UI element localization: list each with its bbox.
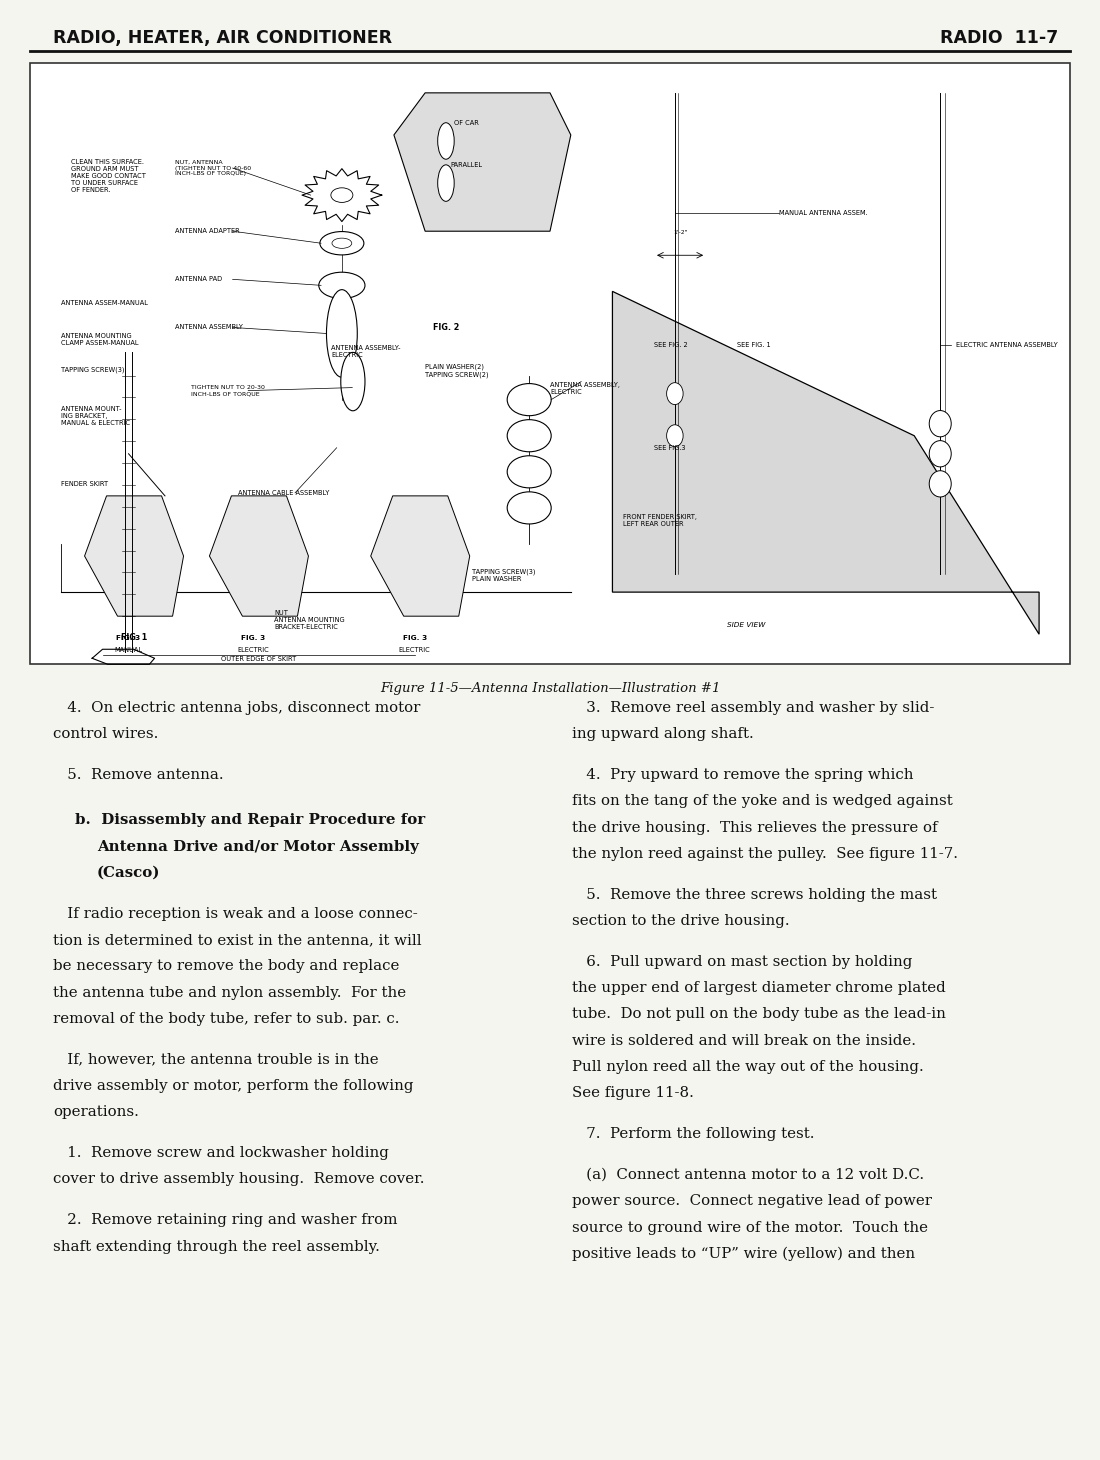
Text: FIG. 2: FIG. 2 [432, 324, 459, 333]
Text: 5.  Remove antenna.: 5. Remove antenna. [53, 768, 223, 783]
Text: (a)  Connect antenna motor to a 12 volt D.C.: (a) Connect antenna motor to a 12 volt D… [572, 1168, 924, 1183]
Text: ANTENNA MOUNTING
CLAMP ASSEM-MANUAL: ANTENNA MOUNTING CLAMP ASSEM-MANUAL [60, 333, 139, 346]
Text: FRONT FENDER SKIRT,
LEFT REAR OUTER: FRONT FENDER SKIRT, LEFT REAR OUTER [623, 514, 696, 527]
Text: ELECTRIC ANTENNA ASSEMBLY: ELECTRIC ANTENNA ASSEMBLY [956, 343, 1057, 349]
Text: RADIO, HEATER, AIR CONDITIONER: RADIO, HEATER, AIR CONDITIONER [53, 29, 392, 47]
Text: FIG. 1: FIG. 1 [121, 634, 147, 642]
Ellipse shape [438, 165, 454, 201]
Text: FIG. 3: FIG. 3 [241, 635, 265, 641]
Ellipse shape [341, 352, 365, 410]
Text: OF CAR: OF CAR [454, 120, 480, 126]
Text: MANUAL ANTENNA ASSEM.: MANUAL ANTENNA ASSEM. [779, 210, 868, 216]
Polygon shape [209, 496, 308, 616]
Text: See figure 11-8.: See figure 11-8. [572, 1086, 694, 1101]
Ellipse shape [930, 410, 952, 437]
Ellipse shape [507, 492, 551, 524]
Text: If radio reception is weak and a loose connec-: If radio reception is weak and a loose c… [53, 907, 418, 921]
Text: 2.  Remove retaining ring and washer from: 2. Remove retaining ring and washer from [53, 1213, 397, 1228]
Text: RADIO  11-7: RADIO 11-7 [939, 29, 1058, 47]
Text: ANTENNA ASSEMBLY: ANTENNA ASSEMBLY [175, 324, 243, 330]
Text: the antenna tube and nylon assembly.  For the: the antenna tube and nylon assembly. For… [53, 986, 406, 1000]
Text: power source.  Connect negative lead of power: power source. Connect negative lead of p… [572, 1194, 932, 1209]
Ellipse shape [319, 272, 365, 298]
Polygon shape [394, 93, 571, 231]
Text: ing upward along shaft.: ing upward along shaft. [572, 727, 754, 742]
Text: 1'-2": 1'-2" [673, 231, 688, 235]
Text: ANTENNA ASSEM-MANUAL: ANTENNA ASSEM-MANUAL [60, 301, 147, 307]
Text: FIG. 3: FIG. 3 [117, 635, 141, 641]
Text: wire is soldered and will break on the inside.: wire is soldered and will break on the i… [572, 1034, 916, 1048]
Ellipse shape [332, 238, 352, 248]
Text: 1.  Remove screw and lockwasher holding: 1. Remove screw and lockwasher holding [53, 1146, 388, 1161]
Text: the drive housing.  This relieves the pressure of: the drive housing. This relieves the pre… [572, 821, 937, 835]
Text: ANTENNA PAD: ANTENNA PAD [175, 276, 222, 282]
Ellipse shape [438, 123, 454, 159]
Text: SIDE VIEW: SIDE VIEW [727, 622, 766, 628]
Ellipse shape [930, 441, 952, 467]
Text: CLEAN THIS SURFACE.
GROUND ARM MUST
MAKE GOOD CONTACT
TO UNDER SURFACE
OF FENDER: CLEAN THIS SURFACE. GROUND ARM MUST MAKE… [72, 159, 146, 193]
Text: ANTENNA ADAPTER: ANTENNA ADAPTER [175, 228, 240, 234]
Text: ANTENNA CABLE ASSEMBLY: ANTENNA CABLE ASSEMBLY [238, 491, 329, 496]
Polygon shape [85, 496, 184, 616]
Text: section to the drive housing.: section to the drive housing. [572, 914, 790, 929]
Text: ANTENNA ASSEMBLY-
ELECTRIC: ANTENNA ASSEMBLY- ELECTRIC [331, 346, 402, 359]
Text: SEE FIG.3: SEE FIG.3 [654, 445, 685, 451]
Ellipse shape [331, 188, 353, 203]
Text: drive assembly or motor, perform the following: drive assembly or motor, perform the fol… [53, 1079, 414, 1094]
Text: SEE FIG. 1: SEE FIG. 1 [737, 343, 771, 349]
Text: SEE FIG. 2: SEE FIG. 2 [654, 343, 688, 349]
Text: Antenna Drive and/or Motor Assembly: Antenna Drive and/or Motor Assembly [97, 839, 419, 854]
FancyBboxPatch shape [30, 63, 1070, 664]
Text: fits on the tang of the yoke and is wedged against: fits on the tang of the yoke and is wedg… [572, 794, 953, 809]
Text: FIG. 3: FIG. 3 [403, 635, 427, 641]
Text: 7.  Perform the following test.: 7. Perform the following test. [572, 1127, 814, 1142]
Text: be necessary to remove the body and replace: be necessary to remove the body and repl… [53, 959, 399, 974]
Text: 5.  Remove the three screws holding the mast: 5. Remove the three screws holding the m… [572, 888, 937, 902]
Text: the upper end of largest diameter chrome plated: the upper end of largest diameter chrome… [572, 981, 946, 996]
Text: NUT
ANTENNA MOUNTING
BRACKET-ELECTRIC: NUT ANTENNA MOUNTING BRACKET-ELECTRIC [274, 610, 345, 631]
Ellipse shape [327, 289, 358, 377]
Text: ELECTRIC: ELECTRIC [399, 647, 430, 653]
Text: 6.  Pull upward on mast section by holding: 6. Pull upward on mast section by holdin… [572, 955, 912, 969]
Text: PARALLEL: PARALLEL [451, 162, 483, 168]
Ellipse shape [320, 232, 364, 256]
Ellipse shape [507, 456, 551, 488]
Text: TIGHTEN NUT TO 20-30
INCH-LBS OF TORQUE: TIGHTEN NUT TO 20-30 INCH-LBS OF TORQUE [191, 385, 265, 396]
Text: ANTENNA ASSEMBLY,
ELECTRIC: ANTENNA ASSEMBLY, ELECTRIC [550, 381, 620, 394]
Text: operations.: operations. [53, 1105, 139, 1120]
Text: tube.  Do not pull on the body tube as the lead-in: tube. Do not pull on the body tube as th… [572, 1007, 946, 1022]
Text: If, however, the antenna trouble is in the: If, however, the antenna trouble is in t… [53, 1053, 378, 1067]
Text: 4.  On electric antenna jobs, disconnect motor: 4. On electric antenna jobs, disconnect … [53, 701, 420, 715]
Text: positive leads to “UP” wire (yellow) and then: positive leads to “UP” wire (yellow) and… [572, 1247, 915, 1261]
Text: OUTER EDGE OF SKIRT: OUTER EDGE OF SKIRT [221, 657, 296, 663]
Ellipse shape [507, 384, 551, 416]
Text: NUT, ANTENNA
(TIGHTEN NUT TO 40-60
INCH-LBS OF TORQUE): NUT, ANTENNA (TIGHTEN NUT TO 40-60 INCH-… [175, 159, 252, 177]
Text: 4.  Pry upward to remove the spring which: 4. Pry upward to remove the spring which [572, 768, 913, 783]
Text: Pull nylon reed all the way out of the housing.: Pull nylon reed all the way out of the h… [572, 1060, 924, 1075]
Text: shaft extending through the reel assembly.: shaft extending through the reel assembl… [53, 1240, 380, 1254]
Text: tion is determined to exist in the antenna, it will: tion is determined to exist in the anten… [53, 933, 421, 948]
Polygon shape [371, 496, 470, 616]
Text: b.  Disassembly and Repair Procedure for: b. Disassembly and Repair Procedure for [75, 813, 425, 828]
Ellipse shape [667, 383, 683, 404]
Text: PLAIN WASHER(2)
TAPPING SCREW(2): PLAIN WASHER(2) TAPPING SCREW(2) [425, 364, 488, 378]
Text: the nylon reed against the pulley.  See figure 11-7.: the nylon reed against the pulley. See f… [572, 847, 958, 861]
Ellipse shape [667, 425, 683, 447]
Text: ANTENNA MOUNT-
ING BRACKET,
MANUAL & ELECTRIC: ANTENNA MOUNT- ING BRACKET, MANUAL & ELE… [60, 406, 130, 426]
Text: removal of the body tube, refer to sub. par. c.: removal of the body tube, refer to sub. … [53, 1012, 399, 1026]
Text: FENDER SKIRT: FENDER SKIRT [60, 480, 108, 486]
Text: ELECTRIC: ELECTRIC [238, 647, 270, 653]
Polygon shape [613, 292, 1040, 634]
Text: 3.  Remove reel assembly and washer by slid-: 3. Remove reel assembly and washer by sl… [572, 701, 934, 715]
Text: (Casco): (Casco) [97, 866, 161, 880]
Ellipse shape [507, 419, 551, 451]
Text: TAPPING SCREW(3): TAPPING SCREW(3) [60, 366, 124, 372]
Text: cover to drive assembly housing.  Remove cover.: cover to drive assembly housing. Remove … [53, 1172, 425, 1187]
Text: TAPPING SCREW(3)
PLAIN WASHER: TAPPING SCREW(3) PLAIN WASHER [472, 568, 536, 581]
Text: control wires.: control wires. [53, 727, 158, 742]
Text: Figure 11-5—Antenna Installation—Illustration #1: Figure 11-5—Antenna Installation—Illustr… [379, 682, 720, 695]
Ellipse shape [930, 470, 952, 496]
Text: MANUAL: MANUAL [114, 647, 143, 653]
Text: source to ground wire of the motor.  Touch the: source to ground wire of the motor. Touc… [572, 1221, 928, 1235]
